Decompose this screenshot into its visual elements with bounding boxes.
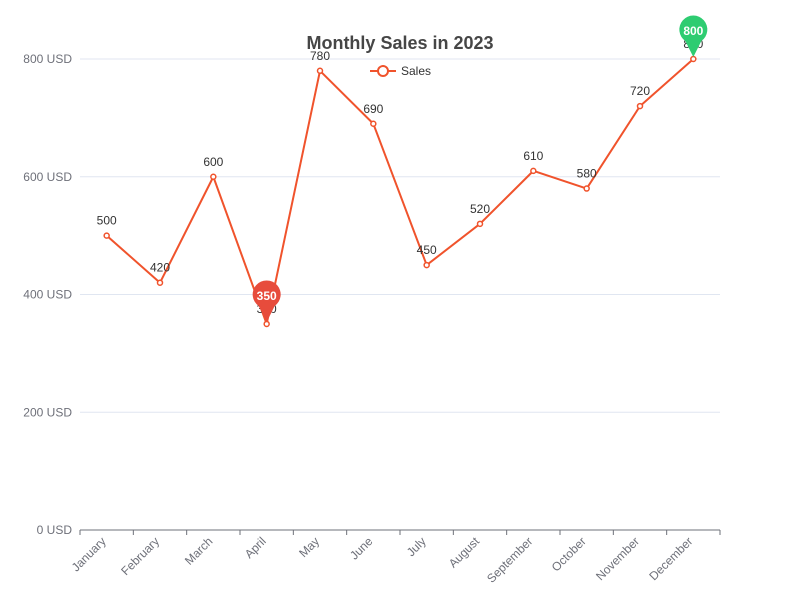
data-point <box>690 55 697 63</box>
y-tick-label: 200 USD <box>23 405 72 419</box>
data-label: 500 <box>97 214 117 228</box>
legend[interactable]: Sales <box>370 64 431 78</box>
data-point <box>210 173 217 180</box>
legend-label-sales: Sales <box>401 64 431 78</box>
data-label: 580 <box>577 167 597 181</box>
x-tick-label: May <box>296 534 322 560</box>
min-marker-pin-label: 350 <box>257 289 277 303</box>
y-tick-label: 600 USD <box>23 170 72 184</box>
max-marker-pin-shape <box>679 15 708 58</box>
data-point <box>530 167 537 175</box>
y-tick-label: 400 USD <box>23 288 72 302</box>
data-point <box>370 120 377 128</box>
data-point <box>423 261 430 269</box>
x-tick-label: July <box>404 534 429 559</box>
x-tick-label: March <box>182 534 215 567</box>
x-tick-label: December <box>646 534 695 583</box>
data-label: 610 <box>523 149 543 163</box>
legend-marker <box>377 65 389 77</box>
data-label: 690 <box>363 102 383 116</box>
data-label: 450 <box>417 243 437 257</box>
y-tick-label: 800 USD <box>23 52 72 66</box>
markers: 350 800 <box>252 15 708 322</box>
chart-title: Monthly Sales in 2023 <box>306 33 493 53</box>
x-tick-label: October <box>549 534 589 574</box>
x-tick-label: November <box>593 534 642 583</box>
axes: 0 USD 200 USD 400 USD 600 USD 800 USD January… <box>23 52 721 586</box>
data-label: 420 <box>150 261 170 275</box>
series-line <box>106 58 694 325</box>
max-marker-pin: 800 <box>679 15 708 58</box>
y-tick-label: 0 USD <box>37 523 73 537</box>
data-point <box>263 320 270 328</box>
data-label: 520 <box>470 202 490 216</box>
data-point <box>636 102 644 110</box>
data-labels: 500420600350780690450520610580720800 <box>97 37 704 316</box>
x-tick-label: February <box>118 534 162 578</box>
x-tick-label: January <box>69 534 109 574</box>
min-marker-pin-shape <box>252 280 281 322</box>
data-point <box>156 279 164 286</box>
data-label: 600 <box>203 155 223 169</box>
data-point <box>103 232 110 239</box>
data-label: 780 <box>310 49 330 63</box>
data-point <box>476 220 484 228</box>
min-marker-pin: 350 <box>252 280 281 322</box>
max-marker-pin-label: 800 <box>683 24 703 38</box>
data-point <box>316 67 324 75</box>
series-sales <box>103 55 697 328</box>
data-label: 720 <box>630 84 650 98</box>
grid-lines <box>80 58 720 413</box>
data-point <box>583 185 590 192</box>
x-tick-label: June <box>347 534 376 563</box>
x-tick-label: August <box>446 534 483 571</box>
x-tick-label: April <box>242 534 269 561</box>
x-tick-label: September <box>484 534 535 585</box>
